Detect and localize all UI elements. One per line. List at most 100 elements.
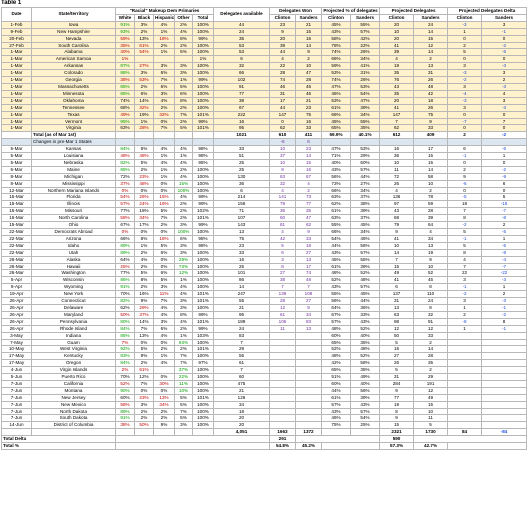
cell-pct-clinton: 57% bbox=[321, 317, 352, 326]
cell-proj-clinton: 137 bbox=[379, 290, 415, 299]
cell-won-sanders: 33 bbox=[294, 234, 323, 243]
cell-hispanic: 3% bbox=[153, 89, 175, 98]
cell-date: 1-Mar bbox=[1, 103, 32, 112]
cell-available: 222 bbox=[213, 110, 270, 119]
cell-pct-clinton: 44% bbox=[321, 386, 352, 395]
cell-total: 100% bbox=[192, 172, 214, 181]
cell-available: 25 bbox=[213, 165, 270, 174]
cell-pct-clinton: 46% bbox=[321, 414, 352, 423]
cell-pct-sanders: 55% bbox=[350, 117, 381, 126]
cell-pct-sanders bbox=[350, 138, 381, 147]
cell-black: 32% bbox=[134, 103, 154, 112]
cell-white: 37% bbox=[115, 179, 135, 188]
cell-available: 4,051 bbox=[213, 428, 270, 437]
cell-proj-sanders: 31 bbox=[413, 69, 449, 78]
header-proj-clinton: Clinton bbox=[379, 13, 415, 22]
cell-proj-clinton: 41 bbox=[379, 103, 415, 112]
cell-total: 98% bbox=[192, 234, 214, 243]
cell-won-sanders bbox=[294, 359, 323, 368]
cell-won-sanders bbox=[294, 338, 323, 347]
cell-pct-clinton: 62% bbox=[321, 200, 352, 209]
cell-pct-sanders: 25% bbox=[350, 421, 381, 430]
cell-proj-sanders: 42 bbox=[413, 89, 449, 98]
cell-state: Indiana bbox=[31, 331, 116, 340]
cell-pct-clinton: 66% bbox=[321, 55, 352, 64]
cell-total: 101% bbox=[192, 214, 214, 223]
cell-other: 2% bbox=[174, 200, 193, 209]
cell-state: Texas bbox=[31, 110, 116, 119]
cell-hispanic: 5% bbox=[153, 207, 175, 216]
cell-black: 9% bbox=[134, 352, 154, 361]
cell-total: 100% bbox=[192, 82, 214, 91]
cell-state: Florida bbox=[31, 193, 116, 202]
cell-other: 100% bbox=[174, 228, 193, 236]
cell-proj-clinton: 10 bbox=[379, 241, 415, 250]
cell-available: 1021 bbox=[213, 131, 270, 140]
cell-white bbox=[115, 131, 135, 140]
cell-hispanic: 4% bbox=[153, 310, 175, 319]
cell-won-clinton: 17 bbox=[269, 96, 296, 105]
cell-other: 2% bbox=[174, 20, 193, 29]
table-row: 19-Apr New York 70% 16% 11% 4% 101% 247 139 108 55… bbox=[1, 290, 528, 299]
cell-available: 91 bbox=[213, 82, 270, 91]
cell-pct-clinton bbox=[321, 428, 352, 437]
cell-won-sanders: 1372 bbox=[294, 428, 323, 437]
cell-other: 2% bbox=[174, 117, 193, 126]
cell-delta-clinton: 3 bbox=[447, 62, 483, 71]
cell-pct-sanders: 45% bbox=[350, 290, 381, 299]
cell-pct-sanders: 33% bbox=[350, 310, 381, 319]
cell-white: 64% bbox=[115, 255, 135, 264]
cell-total: 99% bbox=[192, 193, 214, 202]
cell-total: 100% bbox=[192, 338, 214, 347]
cell-black: 53% bbox=[134, 76, 154, 84]
cell-available: 23 bbox=[213, 241, 270, 250]
cell-total: 99% bbox=[192, 221, 214, 229]
cell-state: Puerto Rico bbox=[31, 373, 116, 381]
cell-won-clinton: 28 bbox=[269, 69, 296, 78]
cell-total: 1% bbox=[192, 55, 214, 64]
cell-pct-clinton: 65% bbox=[321, 366, 352, 375]
cell-proj-clinton: 284 bbox=[379, 379, 415, 388]
cell-won-clinton bbox=[269, 366, 296, 375]
cell-hispanic: 34% bbox=[153, 400, 175, 409]
cell-delta-sanders: -8 bbox=[481, 248, 528, 257]
cell-date: 7-Jun bbox=[1, 400, 32, 409]
cell-proj-clinton: 41 bbox=[379, 276, 415, 285]
cell-proj-clinton: 15 bbox=[379, 421, 415, 430]
cell-black: 61% bbox=[134, 41, 154, 50]
cell-delta-sanders bbox=[481, 352, 528, 361]
cell-black: 1% bbox=[134, 117, 154, 126]
cell-won-clinton: 22 bbox=[269, 62, 296, 71]
cell-black: 13% bbox=[134, 331, 154, 340]
header-delta-sanders: Sanders bbox=[481, 13, 528, 22]
cell-total: 99% bbox=[192, 117, 214, 126]
cell-hispanic: 1% bbox=[153, 172, 175, 181]
cell-pct-sanders: 26% bbox=[350, 48, 381, 57]
total-delta-sanders: 590 bbox=[379, 435, 415, 444]
cell-won-clinton: 6 bbox=[269, 248, 296, 257]
cell-pct-clinton: 46% bbox=[321, 89, 352, 98]
table-row: 1-Mar Minnesota 85% 6% 3% 6% 100% 77 31 46 46% 54% 3… bbox=[1, 89, 528, 98]
cell-pct-sanders: 48% bbox=[350, 345, 381, 354]
cell-total: 100% bbox=[192, 165, 214, 174]
table-row: 22-Mar Arizona 66% 8% 18% 6% 98% 75 42 33 54% 46% 41… bbox=[1, 234, 528, 243]
cell-white: 67% bbox=[115, 221, 135, 229]
cell-proj-clinton: 9 bbox=[379, 386, 415, 395]
cell-black: 50% bbox=[134, 421, 154, 430]
cell-hispanic: 7% bbox=[153, 76, 175, 84]
cell-proj-clinton: 5 bbox=[379, 366, 415, 375]
cell-delta-clinton: 5 bbox=[447, 48, 483, 57]
cell-available: 475 bbox=[213, 379, 270, 388]
cell-pct-clinton: 43% bbox=[321, 283, 352, 292]
cell-pct-clinton: 47% bbox=[321, 82, 352, 91]
cell-other: 4% bbox=[174, 283, 193, 292]
cell-date bbox=[1, 138, 32, 147]
cell-black: 9% bbox=[134, 297, 154, 305]
cell-total: 100% bbox=[192, 103, 214, 112]
cell-other: 3% bbox=[174, 421, 193, 430]
cell-hispanic: 18% bbox=[153, 234, 175, 243]
table-row: 1-Mar Oklahoma 74% 14% 4% 8% 100% 38 17 21 53% 47% 2… bbox=[1, 96, 528, 105]
cell-proj-sanders: 28 bbox=[413, 207, 449, 216]
cell-pct-sanders: 39% bbox=[350, 207, 381, 216]
cell-won-clinton: 74 bbox=[269, 76, 296, 84]
